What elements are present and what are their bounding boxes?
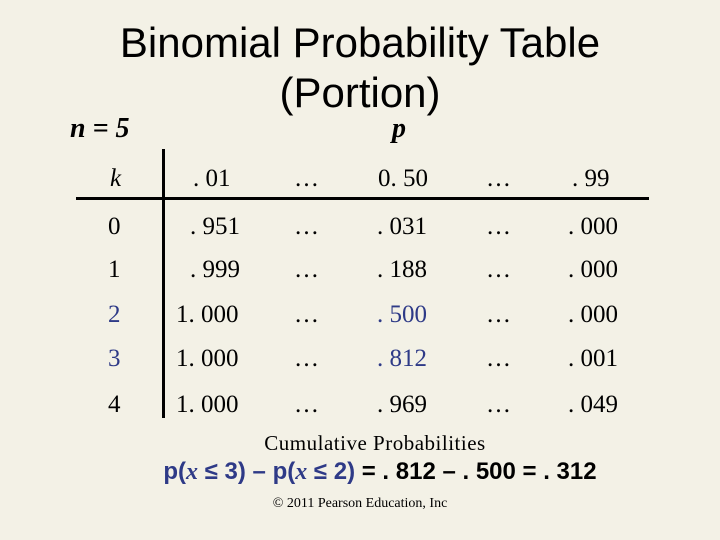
cell-k-0: 0: [108, 213, 121, 240]
cell-r0-ellipsis-1: …: [294, 213, 319, 240]
cell-r4-ellipsis-1: …: [294, 391, 319, 418]
header-p-01: . 01: [193, 165, 231, 192]
header-k: k: [110, 165, 122, 192]
cell-r0-p01: . 951: [190, 213, 240, 240]
formula-close-2: ≤ 2): [307, 458, 356, 485]
cell-r1-p50: . 188: [377, 256, 427, 283]
header-rule: [76, 197, 649, 200]
cell-r4-p50: . 969: [377, 391, 427, 418]
cell-r4-ellipsis-2: …: [486, 391, 511, 418]
cell-r1-ellipsis-2: …: [486, 256, 511, 283]
cell-r4-p99: . 049: [568, 391, 618, 418]
formula-x-1: x: [186, 459, 199, 485]
copyright-notice: © 2011 Pearson Education, Inc: [272, 496, 448, 511]
header-ellipsis-1: …: [294, 165, 319, 192]
cell-r3-p01: 1. 000: [176, 345, 239, 372]
title-line-1: Binomial Probability Table: [119, 19, 601, 66]
cell-r3-p50: . 812: [377, 345, 427, 372]
cell-r3-p99: . 001: [568, 345, 618, 372]
formula-result: = . 812 – . 500 = . 312: [355, 458, 597, 485]
cell-r0-p99: . 000: [568, 213, 618, 240]
cell-k-2: 2: [108, 301, 121, 328]
probability-formula: p(x ≤ 3) – p(x ≤ 2) = . 812 – . 500 = . …: [0, 458, 720, 486]
cell-r0-ellipsis-2: …: [486, 213, 511, 240]
column-rule: [162, 149, 165, 418]
header-p-50: 0. 50: [378, 165, 428, 192]
cell-k-3: 3: [108, 345, 121, 372]
n-label: n = 5: [70, 113, 130, 144]
caption: Cumulative Probabilities: [264, 431, 486, 455]
cell-r1-ellipsis-1: …: [294, 256, 319, 283]
formula-x-2: x: [295, 459, 308, 485]
cell-k-1: 1: [108, 256, 121, 283]
cell-r1-p01: . 999: [190, 256, 240, 283]
cell-r3-ellipsis-1: …: [294, 345, 319, 372]
cell-r2-p99: . 000: [568, 301, 618, 328]
formula-minus: ≤ 3) – p(: [198, 458, 296, 485]
cell-r4-p01: 1. 000: [176, 391, 239, 418]
p-label: p: [392, 113, 406, 144]
cell-r3-ellipsis-2: …: [486, 345, 511, 372]
header-ellipsis-2: …: [486, 165, 511, 192]
header-p-99: . 99: [572, 165, 610, 192]
slide-title: Binomial Probability Table (Portion): [0, 18, 720, 118]
cell-r2-p50: . 500: [377, 301, 427, 328]
cell-r0-p50: . 031: [377, 213, 427, 240]
cell-r2-ellipsis-1: …: [294, 301, 319, 328]
title-line-2: (Portion): [279, 69, 441, 116]
formula-p-open-1: p(: [163, 458, 187, 485]
cell-k-4: 4: [108, 391, 121, 418]
cell-r2-ellipsis-2: …: [486, 301, 511, 328]
cell-r1-p99: . 000: [568, 256, 618, 283]
cell-r2-p01: 1. 000: [176, 301, 239, 328]
